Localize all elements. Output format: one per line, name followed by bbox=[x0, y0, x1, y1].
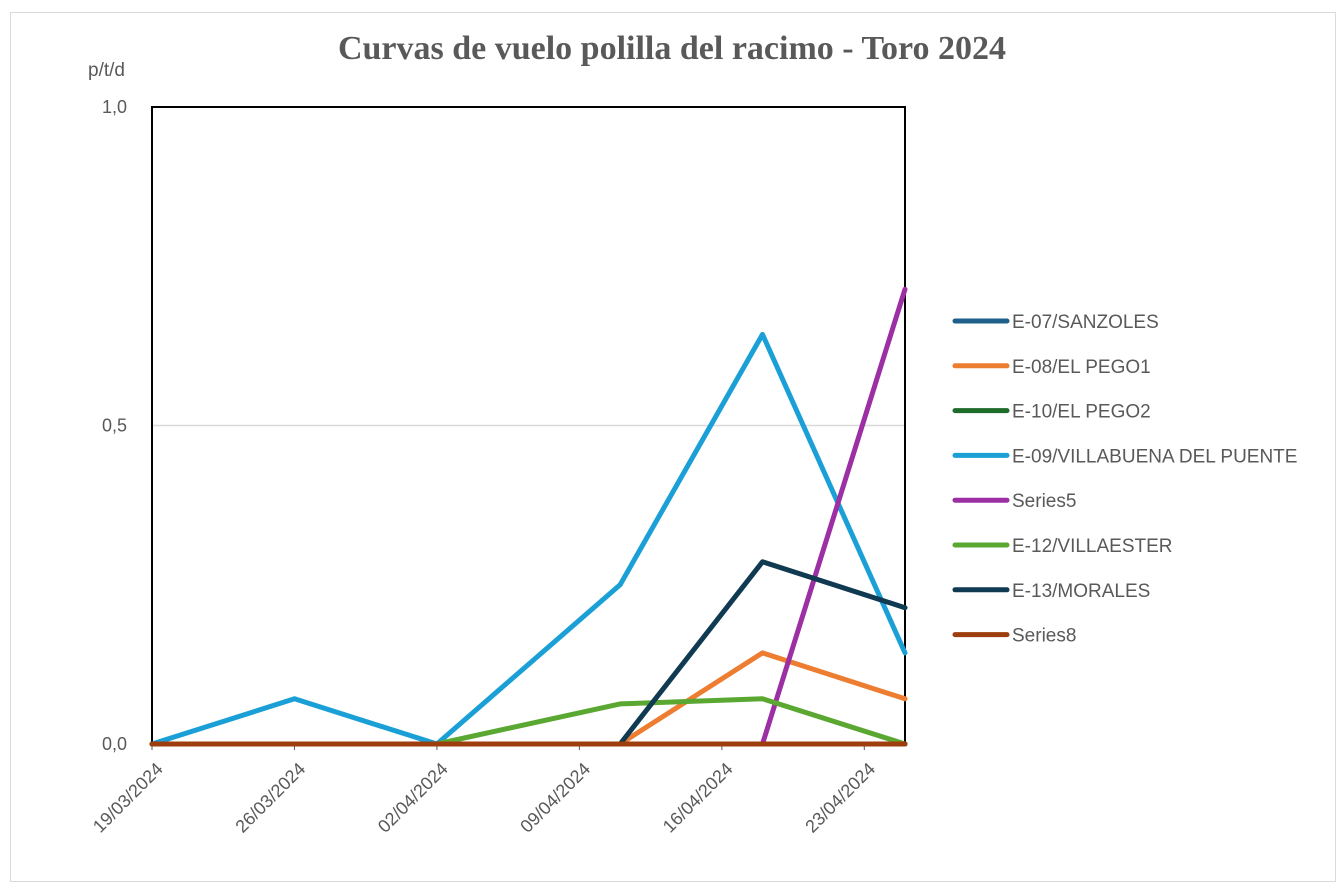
x-tick-label: 09/04/2024 bbox=[516, 759, 594, 837]
y-tick-label: 1,0 bbox=[102, 97, 127, 117]
legend-label: E-13/MORALES bbox=[1012, 581, 1150, 602]
legend-label: Series5 bbox=[1012, 491, 1076, 512]
series-line bbox=[434, 696, 908, 747]
x-tick-label: 16/04/2024 bbox=[659, 759, 737, 837]
x-tick-label: 19/03/2024 bbox=[89, 759, 167, 837]
series-line bbox=[617, 559, 908, 747]
y-axis-label: p/t/d bbox=[88, 60, 125, 81]
series-line bbox=[760, 286, 908, 747]
legend-label: E-10/EL PEGO2 bbox=[1012, 402, 1151, 423]
legend-label: Series8 bbox=[1012, 626, 1076, 647]
legend-label: E-12/VILLAESTER bbox=[1012, 536, 1173, 557]
y-tick-label: 0,5 bbox=[102, 416, 127, 436]
x-tick-label: 02/04/2024 bbox=[374, 759, 452, 837]
legend-label: E-07/SANZOLES bbox=[1012, 312, 1159, 333]
series-line bbox=[149, 331, 908, 747]
legend-label: E-08/EL PEGO1 bbox=[1012, 357, 1151, 378]
x-tick-label: 23/04/2024 bbox=[801, 759, 879, 837]
legend-label: E-09/VILLABUENA DEL PUENTE bbox=[1012, 446, 1297, 467]
chart-title: Curvas de vuelo polilla del racimo - Tor… bbox=[337, 30, 1007, 67]
x-tick-label: 26/03/2024 bbox=[231, 759, 309, 837]
y-tick-label: 0,0 bbox=[102, 734, 127, 754]
chart-frame bbox=[10, 12, 1336, 882]
